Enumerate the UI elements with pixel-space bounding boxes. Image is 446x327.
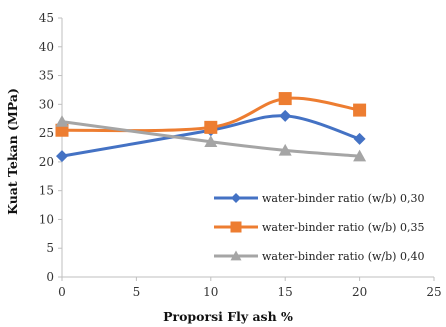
y-tick-label: 35 bbox=[39, 69, 54, 83]
y-tick-label: 40 bbox=[39, 40, 54, 54]
x-tick-label: 20 bbox=[352, 285, 367, 299]
legend-label: water-binder ratio (w/b) 0,35 bbox=[262, 221, 424, 234]
y-axis-title: Kuat Tekan (MPa) bbox=[5, 88, 20, 215]
data-point-triangle bbox=[353, 149, 367, 162]
data-point-diamond bbox=[279, 109, 292, 122]
chart-series bbox=[55, 92, 367, 163]
data-point-diamond bbox=[56, 150, 68, 163]
legend-entry-1: water-binder ratio (w/b) 0,30 bbox=[214, 192, 424, 205]
x-tick-label: 25 bbox=[426, 285, 441, 299]
y-tick-label: 45 bbox=[39, 11, 54, 25]
y-tick-label: 5 bbox=[46, 241, 54, 255]
data-point-square bbox=[230, 221, 242, 233]
series-line bbox=[61, 96, 360, 133]
x-tick-label: 10 bbox=[203, 285, 218, 299]
y-tick-label: 20 bbox=[39, 155, 54, 169]
y-tick-label: 10 bbox=[39, 212, 54, 226]
series-1 bbox=[56, 109, 366, 163]
series-2 bbox=[55, 92, 367, 137]
data-point-diamond bbox=[231, 193, 241, 203]
y-tick-label: 30 bbox=[39, 97, 54, 111]
series-3 bbox=[55, 115, 367, 162]
series-line bbox=[61, 120, 360, 158]
chart-legend: water-binder ratio (w/b) 0,30 water-binde… bbox=[214, 192, 424, 263]
legend-entry-3: water-binder ratio (w/b) 0,40 bbox=[214, 250, 424, 263]
y-tick-label: 25 bbox=[39, 126, 54, 140]
data-point-triangle bbox=[55, 115, 69, 127]
x-tick-label: 0 bbox=[58, 285, 66, 299]
y-tick-label: 15 bbox=[39, 184, 54, 198]
legend-label: water-binder ratio (w/b) 0,30 bbox=[262, 192, 424, 205]
data-point-triangle bbox=[278, 143, 292, 156]
x-axis-title: Proporsi Fly ash % bbox=[163, 309, 293, 324]
y-tick-label: 0 bbox=[46, 270, 54, 284]
chart-axes: 0 5 10 15 20 25 30 35 40 45 0 5 10 15 20 25 bbox=[39, 11, 442, 299]
series-line bbox=[61, 114, 361, 158]
data-point-diamond bbox=[353, 132, 366, 145]
data-point-triangle bbox=[230, 250, 242, 261]
data-point-square bbox=[278, 92, 292, 106]
data-point-square bbox=[204, 120, 218, 134]
data-point-square bbox=[55, 123, 69, 137]
legend-entry-2: water-binder ratio (w/b) 0,35 bbox=[214, 221, 424, 234]
legend-label: water-binder ratio (w/b) 0,40 bbox=[262, 250, 424, 263]
data-point-triangle bbox=[204, 135, 218, 147]
data-point-square bbox=[353, 103, 367, 117]
x-tick-label: 5 bbox=[133, 285, 141, 299]
x-tick-label: 15 bbox=[278, 285, 293, 299]
